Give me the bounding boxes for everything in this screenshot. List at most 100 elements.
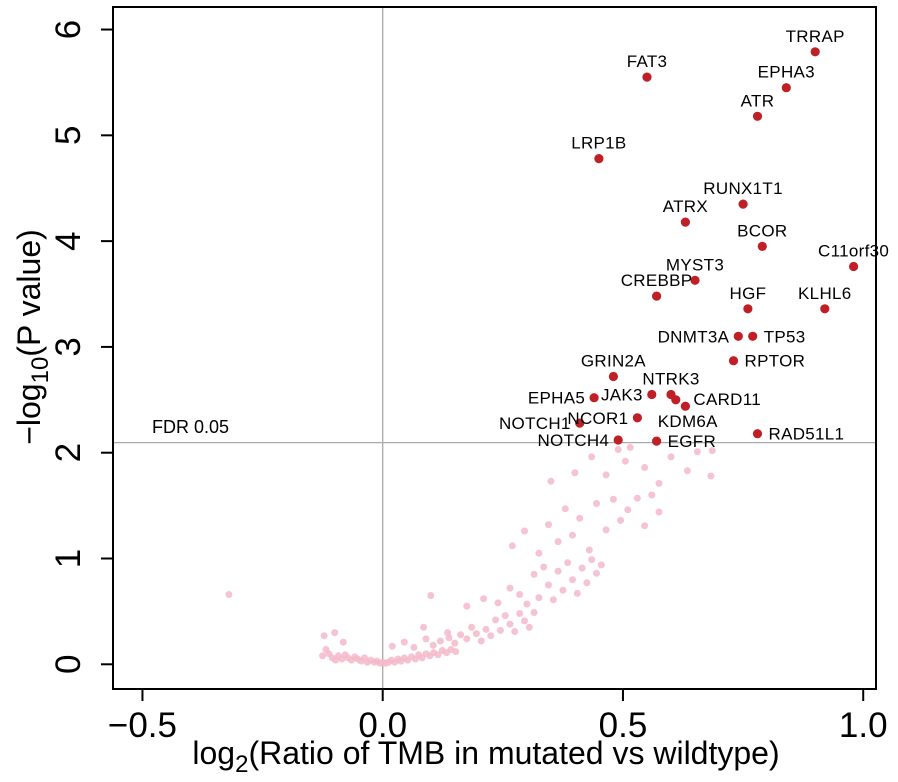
background-point <box>535 549 543 557</box>
background-point <box>420 623 428 631</box>
background-point <box>506 620 514 628</box>
background-point <box>468 623 476 631</box>
gene-label-KLHL6: KLHL6 <box>798 284 851 303</box>
gene-point-TRRAP <box>810 47 820 57</box>
background-point <box>588 556 596 564</box>
gene-label-C11orf30: C11orf30 <box>818 242 889 261</box>
background-point <box>492 616 500 624</box>
y-tick-label: 1 <box>49 549 88 568</box>
background-point <box>641 522 649 530</box>
x-axis-title: log2(Ratio of TMB in mutated vs wildtype… <box>192 735 779 778</box>
gene-point-EPHA5 <box>589 393 599 403</box>
background-point <box>621 457 629 465</box>
background-point <box>614 446 622 453</box>
background-point <box>593 569 600 577</box>
background-point <box>569 531 576 539</box>
background-points <box>225 443 716 667</box>
background-point <box>617 516 625 524</box>
background-point <box>554 538 562 546</box>
background-point <box>571 469 579 477</box>
x-tick-label: 1.0 <box>839 706 888 745</box>
background-point <box>434 651 442 659</box>
background-point <box>436 637 444 645</box>
gene-label-TP53: TP53 <box>764 327 806 346</box>
gene-label-EPHA5: EPHA5 <box>528 389 585 408</box>
gene-label-JAK3: JAK3 <box>601 386 643 405</box>
background-point <box>445 634 453 642</box>
background-point <box>480 595 488 603</box>
background-point <box>506 584 514 592</box>
background-point <box>422 635 430 643</box>
background-point <box>331 629 339 637</box>
gene-label-HGF: HGF <box>730 284 767 303</box>
background-point <box>588 453 596 461</box>
gene-label-MYST3: MYST3 <box>666 255 724 274</box>
background-point <box>457 631 465 639</box>
gene-point-LRP1B <box>594 154 604 164</box>
gene-label-EGFR: EGFR <box>668 432 716 451</box>
background-point <box>626 443 634 451</box>
plot-border <box>112 6 877 690</box>
background-point <box>388 642 396 650</box>
background-point <box>602 526 610 534</box>
background-point <box>576 514 584 522</box>
gene-label-CREBBP: CREBBP <box>621 271 693 290</box>
background-point <box>545 581 552 589</box>
background-point <box>427 592 435 599</box>
reference-lines <box>113 7 876 689</box>
gene-label-ATR: ATR <box>741 91 775 110</box>
gene-point-ATRX <box>680 217 691 227</box>
background-point <box>463 602 471 610</box>
gene-label-NCOR1: NCOR1 <box>567 409 628 428</box>
background-point <box>525 623 533 631</box>
background-point <box>523 600 531 608</box>
background-point <box>487 632 495 640</box>
gene-point-NCOR1 <box>632 413 643 423</box>
gene-point-ATR <box>752 111 763 121</box>
gene-point-GRIN2A <box>608 371 619 382</box>
gene-point-KDM6A <box>671 395 681 405</box>
gene-point-KLHL6 <box>820 304 830 314</box>
background-point <box>655 508 663 516</box>
background-point <box>540 563 548 571</box>
background-point <box>535 594 543 602</box>
gene-label-RPTOR: RPTOR <box>745 352 806 371</box>
y-axis: 0 1 2 3 4 5 6 <box>49 20 113 674</box>
gene-point-CARD11 <box>680 401 691 411</box>
y-tick-label: 3 <box>49 337 88 356</box>
background-point <box>648 491 656 499</box>
background-point <box>482 625 490 633</box>
background-point <box>578 564 586 572</box>
gene-label-RAD51L1: RAD51L1 <box>769 425 845 444</box>
x-tick-label: 0.5 <box>599 706 648 745</box>
background-point <box>569 576 576 584</box>
background-point <box>477 637 485 645</box>
gene-point-RAD51L1 <box>752 429 763 439</box>
x-axis: −0.5 0.0 0.5 1.0 <box>108 689 888 745</box>
gene-label-ATRX: ATRX <box>663 197 708 216</box>
gene-label-KDM6A: KDM6A <box>658 412 718 431</box>
gene-point-NOTCH1 <box>575 418 585 428</box>
gene-label-NOTCH4: NOTCH4 <box>537 431 609 450</box>
background-point <box>641 464 649 471</box>
y-tick-label: 0 <box>49 655 88 674</box>
background-point <box>609 495 617 503</box>
gene-point-C11orf30 <box>849 261 859 272</box>
background-point <box>319 652 327 660</box>
background-point <box>707 472 715 480</box>
gene-label-CARD11: CARD11 <box>693 390 761 409</box>
background-point <box>400 638 408 646</box>
background-point <box>585 546 593 554</box>
background-point <box>545 521 552 529</box>
y-tick-label: 4 <box>49 231 88 250</box>
gene-point-FAT3 <box>642 72 652 82</box>
gene-point-EPHA3 <box>781 83 791 93</box>
gene-label-GRIN2A: GRIN2A <box>581 352 646 371</box>
gene-label-FAT3: FAT3 <box>627 52 668 71</box>
gene-label-RUNX1T1: RUNX1T1 <box>703 179 783 198</box>
gene-point-DNMT3A <box>733 331 743 341</box>
background-point <box>602 471 610 479</box>
